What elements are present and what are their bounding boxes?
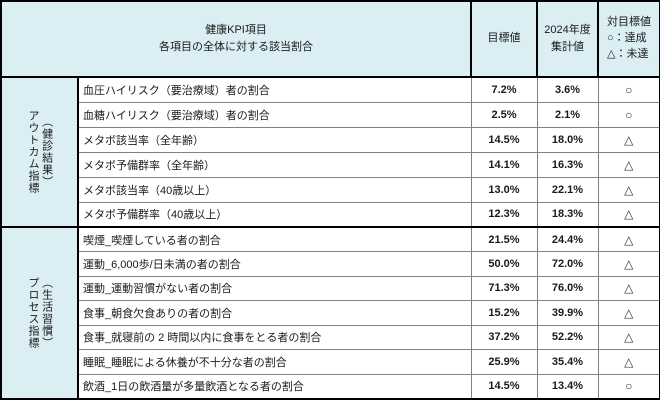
legend-achieved: ○：達成 <box>607 31 647 44</box>
status-symbol: △ <box>597 176 660 203</box>
target-value: 14.1% <box>470 151 538 178</box>
status-symbol: ○ <box>597 373 660 399</box>
result-value: 18.3% <box>536 201 599 228</box>
header-row: 健康KPI項目 各項目の全体に対する該当割合 目標値 2024年度 集計値 対目… <box>0 0 660 78</box>
kpi-item-label: 飲酒_1日の飲酒量が多量飲酒となる者の割合 <box>77 373 472 399</box>
group-sub-label: （生活習慣） <box>40 276 53 349</box>
kpi-item-label: 血糖ハイリスク（要治療域）者の割合 <box>77 101 472 128</box>
target-value: 21.5% <box>470 226 538 252</box>
target-value: 50.0% <box>470 251 538 277</box>
table-body: アウトカム指標 （健診結果） 血圧ハイリスク（要治療域）者の割合 7.2% 3.… <box>0 76 660 399</box>
target-value: 12.3% <box>470 201 538 228</box>
table-row: 食事_就寝前の 2 時間以内に食事をとる者の割合 37.2% 52.2% △ <box>1 324 660 350</box>
table-row: メタボ該当率（全年齢） 14.5% 18.0% △ <box>1 126 660 153</box>
result-value: 16.3% <box>536 151 599 178</box>
header-result-2024: 2024年度 集計値 <box>536 0 599 78</box>
result-value: 35.4% <box>536 349 599 375</box>
target-value: 14.5% <box>470 373 538 399</box>
group-label-outcome: アウトカム指標 （健診結果） <box>0 76 79 228</box>
status-symbol: △ <box>597 251 660 277</box>
group-main-label: アウトカム指標 <box>27 110 39 194</box>
group-sub-label: （健診結果） <box>40 116 53 188</box>
kpi-item-label: メタボ該当率（40歳以上） <box>77 176 472 203</box>
status-symbol: △ <box>597 151 660 178</box>
result-value: 2.1% <box>536 101 599 128</box>
result-value: 72.0% <box>536 251 599 277</box>
status-symbol: △ <box>597 275 660 301</box>
result-value: 24.4% <box>536 226 599 252</box>
status-symbol: ○ <box>597 76 660 103</box>
target-value: 37.2% <box>470 324 538 350</box>
status-symbol: △ <box>597 126 660 153</box>
target-value: 2.5% <box>470 101 538 128</box>
header-kpi-title-line1: 健康KPI項目 <box>205 23 267 36</box>
kpi-item-label: 運動_運動習慣がない者の割合 <box>77 275 472 301</box>
status-symbol: △ <box>597 349 660 375</box>
target-value: 7.2% <box>470 76 538 103</box>
header-result-line1: 2024年度 <box>544 23 591 36</box>
kpi-item-label: 睡眠_睡眠による休養が不十分な者の割合 <box>77 349 472 375</box>
table-header: 健康KPI項目 各項目の全体に対する該当割合 目標値 2024年度 集計値 対目… <box>0 0 660 78</box>
header-kpi-title-line2: 各項目の全体に対する該当割合 <box>159 41 313 53</box>
table-row: メタボ予備群率（40歳以上） 12.3% 18.3% △ <box>1 201 660 228</box>
table-row: 血糖ハイリスク（要治療域）者の割合 2.5% 2.1% ○ <box>1 101 660 128</box>
status-symbol: △ <box>597 226 660 252</box>
header-vs-target: 対目標値 ○：達成 △：未達 <box>597 0 660 78</box>
table-row: アウトカム指標 （健診結果） 血圧ハイリスク（要治療域）者の割合 7.2% 3.… <box>0 76 660 228</box>
kpi-item-label: 運動_6,000歩/日未満の者の割合 <box>77 251 472 277</box>
status-symbol: ○ <box>597 101 660 128</box>
table-row: 食事_朝食欠食ありの者の割合 15.2% 39.9% △ <box>1 300 660 326</box>
vertical-label-wrap: プロセス指標 （生活習慣） <box>3 276 76 349</box>
result-value: 22.1% <box>536 176 599 203</box>
header-result-line2: 集計値 <box>551 41 584 53</box>
kpi-item-label: メタボ予備群率（40歳以上） <box>77 201 472 228</box>
status-symbol: △ <box>597 324 660 350</box>
target-value: 25.9% <box>470 349 538 375</box>
kpi-item-label: メタボ該当率（全年齢） <box>77 126 472 153</box>
vs-target-title: 対目標値 <box>607 16 651 29</box>
header-target-value: 目標値 <box>470 0 538 78</box>
result-value: 13.4% <box>536 373 599 399</box>
result-value: 52.2% <box>536 324 599 350</box>
kpi-item-label: 血圧ハイリスク（要治療域）者の割合 <box>77 76 472 103</box>
table-row: 運動_運動習慣がない者の割合 71.3% 76.0% △ <box>1 275 660 301</box>
table-row: 飲酒_1日の飲酒量が多量飲酒となる者の割合 14.5% 13.4% ○ <box>1 373 660 399</box>
target-value: 14.5% <box>470 126 538 153</box>
vertical-label-wrap: アウトカム指標 （健診結果） <box>3 110 76 194</box>
result-value: 39.9% <box>536 300 599 326</box>
target-value: 71.3% <box>470 275 538 301</box>
vs-target-legend: 対目標値 ○：達成 △：未達 <box>607 15 651 63</box>
target-value: 13.0% <box>470 176 538 203</box>
result-value: 3.6% <box>536 76 599 103</box>
status-symbol: △ <box>597 300 660 326</box>
legend-not-achieved: △：未達 <box>607 47 649 60</box>
kpi-item-label: 喫煙_喫煙している者の割合 <box>77 226 472 252</box>
target-value: 15.2% <box>470 300 538 326</box>
table-row: 睡眠_睡眠による休養が不十分な者の割合 25.9% 35.4% △ <box>1 349 660 375</box>
result-value: 76.0% <box>536 275 599 301</box>
table-row: メタボ該当率（40歳以上） 13.0% 22.1% △ <box>1 176 660 203</box>
status-symbol: △ <box>597 201 660 228</box>
table-row: 運動_6,000歩/日未満の者の割合 50.0% 72.0% △ <box>1 251 660 277</box>
header-kpi-item: 健康KPI項目 各項目の全体に対する該当割合 <box>0 0 472 78</box>
group-main-label: プロセス指標 <box>27 276 39 349</box>
group-label-process: プロセス指標 （生活習慣） <box>0 226 79 399</box>
kpi-item-label: 食事_朝食欠食ありの者の割合 <box>77 300 472 326</box>
table-row: メタボ予備群率（全年齢） 14.1% 16.3% △ <box>1 151 660 178</box>
kpi-item-label: メタボ予備群率（全年齢） <box>77 151 472 178</box>
table-row: プロセス指標 （生活習慣） 喫煙_喫煙している者の割合 21.5% 24.4% … <box>0 226 660 399</box>
result-value: 18.0% <box>536 126 599 153</box>
kpi-item-label: 食事_就寝前の 2 時間以内に食事をとる者の割合 <box>77 324 472 350</box>
